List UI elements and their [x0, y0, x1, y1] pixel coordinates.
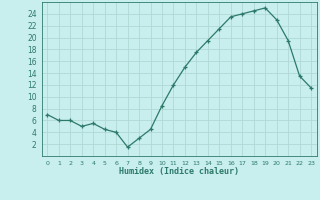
- X-axis label: Humidex (Indice chaleur): Humidex (Indice chaleur): [119, 167, 239, 176]
